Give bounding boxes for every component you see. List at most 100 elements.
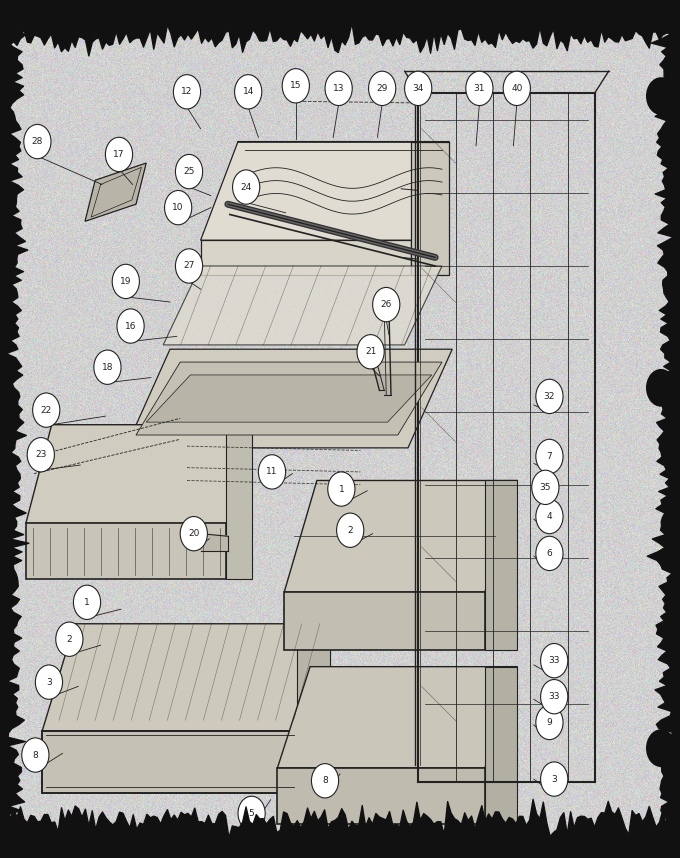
Polygon shape bbox=[485, 480, 517, 650]
Circle shape bbox=[405, 71, 432, 106]
Text: 5: 5 bbox=[249, 809, 254, 818]
Circle shape bbox=[536, 439, 563, 474]
Polygon shape bbox=[284, 592, 485, 650]
Text: 40: 40 bbox=[511, 84, 522, 93]
Polygon shape bbox=[42, 731, 297, 793]
Polygon shape bbox=[226, 425, 252, 579]
Polygon shape bbox=[201, 240, 411, 275]
Polygon shape bbox=[277, 667, 517, 768]
Polygon shape bbox=[201, 534, 228, 551]
Circle shape bbox=[646, 369, 676, 407]
Text: 33: 33 bbox=[549, 656, 560, 665]
Circle shape bbox=[311, 764, 339, 798]
Text: 21: 21 bbox=[365, 347, 376, 356]
Circle shape bbox=[180, 517, 207, 551]
Text: 18: 18 bbox=[102, 363, 113, 372]
Text: 20: 20 bbox=[188, 529, 199, 538]
Polygon shape bbox=[42, 624, 330, 731]
Polygon shape bbox=[485, 667, 517, 824]
Text: 6: 6 bbox=[547, 549, 552, 558]
Text: 1: 1 bbox=[339, 485, 344, 493]
Circle shape bbox=[325, 71, 352, 106]
Polygon shape bbox=[126, 349, 452, 448]
Text: 24: 24 bbox=[241, 183, 252, 191]
Circle shape bbox=[503, 71, 530, 106]
Circle shape bbox=[27, 438, 54, 472]
Polygon shape bbox=[163, 266, 442, 345]
Text: 28: 28 bbox=[32, 137, 43, 146]
Circle shape bbox=[238, 796, 265, 831]
Text: 14: 14 bbox=[243, 88, 254, 96]
Text: 2: 2 bbox=[67, 635, 72, 644]
Circle shape bbox=[73, 585, 101, 619]
Text: 9: 9 bbox=[547, 718, 552, 727]
Text: 8: 8 bbox=[322, 776, 328, 785]
Circle shape bbox=[35, 665, 63, 699]
Polygon shape bbox=[26, 425, 252, 523]
Polygon shape bbox=[297, 624, 330, 793]
Text: 25: 25 bbox=[184, 167, 194, 176]
Text: 10: 10 bbox=[173, 203, 184, 212]
Circle shape bbox=[24, 124, 51, 159]
Text: 8: 8 bbox=[33, 751, 38, 759]
Text: 22: 22 bbox=[41, 406, 52, 414]
Text: 19: 19 bbox=[120, 277, 131, 286]
Circle shape bbox=[337, 513, 364, 547]
Polygon shape bbox=[411, 142, 449, 275]
Circle shape bbox=[235, 75, 262, 109]
Circle shape bbox=[117, 309, 144, 343]
Circle shape bbox=[165, 190, 192, 225]
Text: 4: 4 bbox=[547, 512, 552, 521]
Text: 26: 26 bbox=[381, 300, 392, 309]
Text: 35: 35 bbox=[540, 483, 551, 492]
Circle shape bbox=[175, 154, 203, 189]
Circle shape bbox=[282, 69, 309, 103]
Text: 15: 15 bbox=[290, 82, 301, 90]
Circle shape bbox=[466, 71, 493, 106]
Circle shape bbox=[175, 249, 203, 283]
Text: 7: 7 bbox=[547, 452, 552, 461]
Text: 12: 12 bbox=[182, 88, 192, 96]
Polygon shape bbox=[201, 142, 449, 240]
Polygon shape bbox=[277, 768, 485, 824]
Text: 31: 31 bbox=[474, 84, 485, 93]
Circle shape bbox=[532, 470, 559, 505]
Circle shape bbox=[328, 472, 355, 506]
Polygon shape bbox=[26, 523, 226, 579]
Text: 26: 26 bbox=[29, 824, 46, 837]
Circle shape bbox=[258, 455, 286, 489]
Circle shape bbox=[105, 137, 133, 172]
Text: 32: 32 bbox=[544, 392, 555, 401]
Text: 27: 27 bbox=[184, 262, 194, 270]
Text: 23: 23 bbox=[35, 450, 46, 459]
Circle shape bbox=[541, 644, 568, 678]
Circle shape bbox=[33, 393, 60, 427]
Circle shape bbox=[112, 264, 139, 299]
Circle shape bbox=[536, 536, 563, 571]
Text: 29: 29 bbox=[377, 84, 388, 93]
Circle shape bbox=[646, 729, 676, 767]
Circle shape bbox=[369, 71, 396, 106]
Circle shape bbox=[536, 379, 563, 414]
Polygon shape bbox=[136, 362, 442, 435]
Text: 13: 13 bbox=[333, 84, 344, 93]
Text: 2: 2 bbox=[347, 526, 353, 535]
Text: 3: 3 bbox=[46, 678, 52, 686]
Circle shape bbox=[541, 762, 568, 796]
Circle shape bbox=[56, 622, 83, 656]
Circle shape bbox=[536, 499, 563, 534]
Circle shape bbox=[536, 705, 563, 740]
Circle shape bbox=[373, 287, 400, 322]
Text: 3: 3 bbox=[551, 775, 557, 783]
Text: 16: 16 bbox=[125, 322, 136, 330]
Circle shape bbox=[357, 335, 384, 369]
Polygon shape bbox=[146, 375, 432, 422]
Text: 34: 34 bbox=[413, 84, 424, 93]
Circle shape bbox=[173, 75, 201, 109]
Circle shape bbox=[22, 738, 49, 772]
Circle shape bbox=[233, 170, 260, 204]
Circle shape bbox=[94, 350, 121, 384]
Text: 33: 33 bbox=[549, 692, 560, 701]
Text: 11: 11 bbox=[267, 468, 277, 476]
Polygon shape bbox=[284, 480, 517, 592]
